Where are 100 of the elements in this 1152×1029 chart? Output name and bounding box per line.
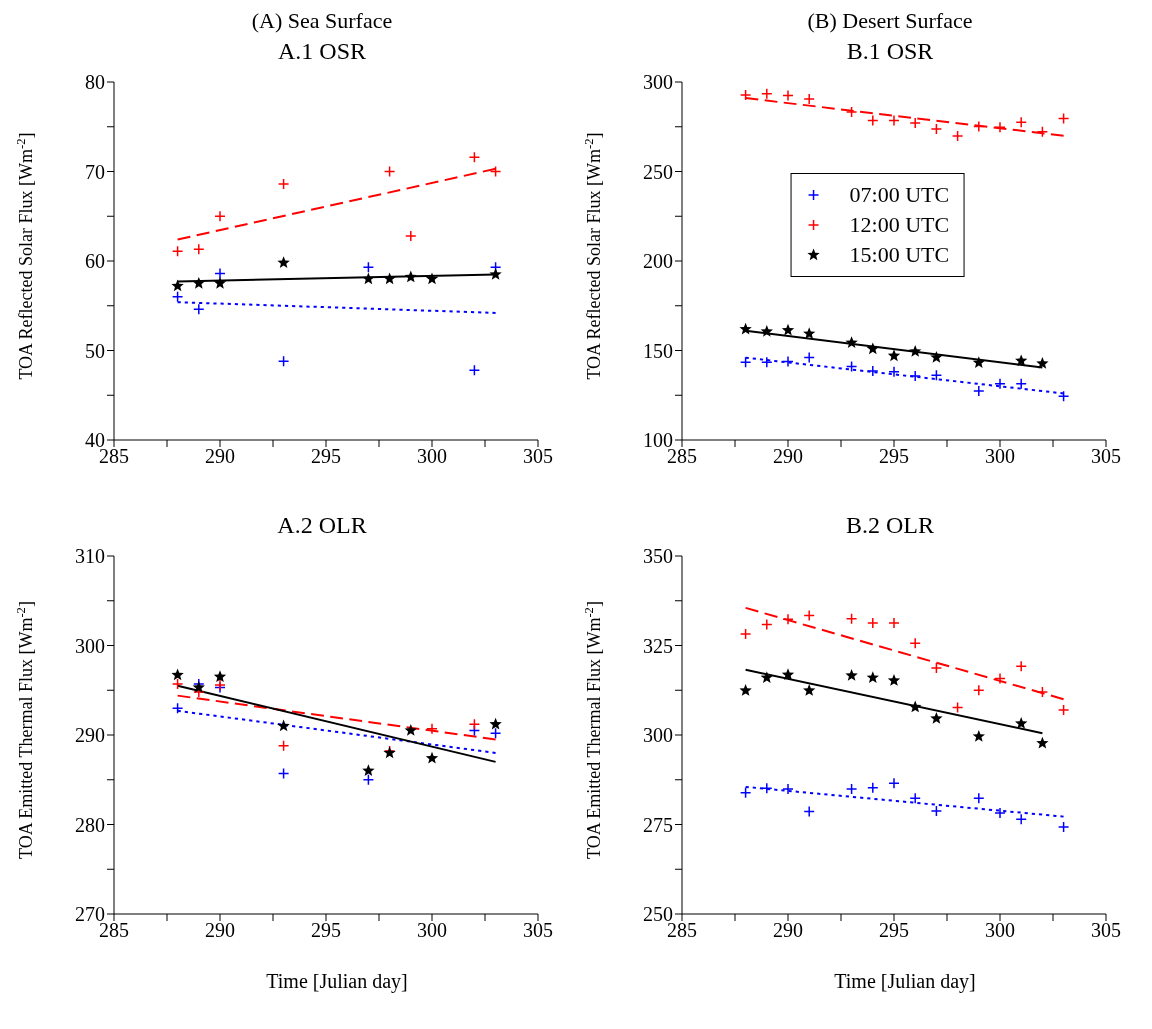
x-tick-label: 305: [1091, 919, 1121, 942]
y-tick-label: 60: [85, 250, 105, 273]
point: [383, 272, 396, 285]
point: [909, 792, 921, 805]
point: [803, 609, 815, 622]
point: [973, 684, 985, 696]
x-tick-label: 305: [1091, 445, 1121, 468]
y-tick-label: 275: [643, 813, 673, 836]
chart-title: A.2 OLR: [276, 512, 368, 540]
point: [1036, 686, 1049, 698]
point: [930, 369, 943, 381]
point: [277, 739, 290, 752]
point: [803, 93, 815, 105]
y-tick-label: 325: [643, 634, 673, 657]
point: [930, 712, 943, 724]
legend-label: 12:00 UTC: [849, 211, 950, 239]
point: [739, 786, 752, 799]
point: [1015, 717, 1028, 729]
point: [277, 719, 290, 732]
x-tick-label: 295: [879, 919, 909, 942]
chart-title: B.2 OLR: [845, 512, 935, 540]
point: [866, 342, 879, 355]
point: [845, 336, 858, 349]
point: [171, 702, 184, 714]
x-tick-label: 295: [311, 445, 341, 468]
point: [1036, 736, 1049, 749]
point: [213, 276, 227, 289]
point: [277, 355, 290, 367]
point: [973, 792, 985, 805]
point: [803, 327, 816, 339]
y-tick-label: 350: [643, 545, 673, 568]
x-tick-label: 295: [879, 445, 909, 468]
point: [972, 356, 985, 368]
x-tick-label: 300: [417, 445, 447, 468]
point: [739, 628, 752, 640]
point: [803, 351, 815, 364]
point: [1057, 390, 1070, 403]
point: [909, 370, 921, 382]
y-tick-label: 200: [643, 250, 673, 273]
point: [951, 130, 964, 142]
point: [761, 356, 773, 369]
y-tick-label: 310: [75, 545, 105, 568]
point: [383, 165, 396, 178]
point: [803, 805, 815, 818]
point: [1057, 821, 1070, 833]
point: [362, 764, 375, 777]
point: [362, 774, 375, 786]
point: [845, 669, 858, 681]
point: [972, 729, 985, 742]
y-tick-label: 290: [75, 724, 105, 747]
point: [867, 617, 879, 629]
point: [739, 356, 752, 369]
point: [930, 123, 943, 135]
point: [193, 243, 205, 256]
point: [909, 637, 921, 650]
point: [930, 662, 943, 674]
point: [845, 612, 858, 625]
point: [867, 114, 879, 127]
point: [930, 350, 943, 363]
point: [1015, 813, 1027, 825]
y-tick-label: 70: [85, 160, 105, 183]
point: [909, 344, 922, 357]
point: [761, 87, 773, 100]
point: [887, 349, 901, 362]
x-tick-label: 305: [523, 445, 553, 468]
point: [1015, 378, 1027, 390]
point: [405, 230, 417, 242]
x-tick-label: 290: [205, 919, 235, 942]
point: [1015, 354, 1028, 367]
legend-label: 07:00 UTC: [849, 181, 950, 209]
y-tick-label: 300: [75, 634, 105, 657]
chart-title: A.1 OSR: [277, 38, 367, 66]
point: [1036, 126, 1049, 138]
point: [739, 684, 752, 696]
point: [489, 717, 502, 730]
point: [888, 114, 900, 127]
legend-label: 15:00 UTC: [849, 241, 950, 269]
point: [277, 178, 290, 190]
point: [761, 782, 773, 795]
point: [994, 807, 1006, 819]
point: [214, 210, 226, 222]
point: [782, 613, 794, 626]
point: [426, 722, 438, 735]
point: [193, 303, 205, 316]
point: [192, 276, 205, 289]
point: [930, 805, 943, 817]
point: [171, 668, 184, 681]
point: [867, 781, 879, 794]
point: [362, 261, 375, 274]
point: [404, 270, 417, 283]
point: [425, 751, 439, 764]
point: [468, 151, 481, 163]
point: [803, 684, 816, 696]
point: [994, 378, 1006, 390]
point: [951, 701, 964, 714]
point: [888, 366, 900, 378]
point: [761, 618, 773, 631]
text: (A) Sea Surface: [250, 8, 394, 35]
point: [171, 678, 184, 690]
y-tick-label: 280: [75, 813, 105, 836]
